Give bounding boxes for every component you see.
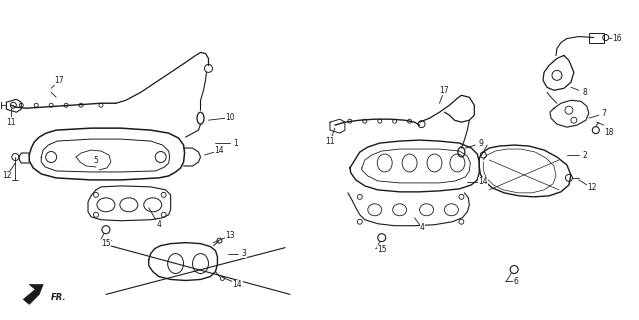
Text: FR.: FR. [51, 293, 66, 302]
Text: 4: 4 [157, 220, 161, 229]
Text: 14: 14 [479, 177, 488, 187]
Text: 5: 5 [93, 156, 98, 164]
Text: 7: 7 [601, 109, 606, 118]
Text: 9: 9 [479, 139, 484, 148]
Text: 3: 3 [242, 249, 247, 258]
Text: 4: 4 [420, 223, 425, 232]
Text: 1: 1 [233, 139, 238, 148]
Text: 16: 16 [612, 34, 622, 43]
Text: 17: 17 [54, 76, 64, 85]
Text: 14: 14 [215, 146, 224, 155]
Text: 17: 17 [440, 86, 449, 95]
Text: 11: 11 [325, 137, 335, 146]
Text: 12: 12 [587, 183, 597, 192]
Text: 10: 10 [226, 113, 235, 122]
Text: 18: 18 [604, 128, 613, 137]
Text: 12: 12 [3, 172, 12, 180]
Text: 14: 14 [233, 280, 242, 289]
Polygon shape [23, 284, 43, 304]
Text: 15: 15 [101, 239, 111, 248]
Text: 6: 6 [514, 277, 519, 286]
Text: 11: 11 [6, 118, 16, 127]
Bar [589, 33, 604, 43]
Text: 2: 2 [583, 150, 587, 160]
Text: 15: 15 [377, 245, 387, 254]
Text: 8: 8 [583, 88, 587, 97]
Text: 13: 13 [226, 231, 235, 240]
